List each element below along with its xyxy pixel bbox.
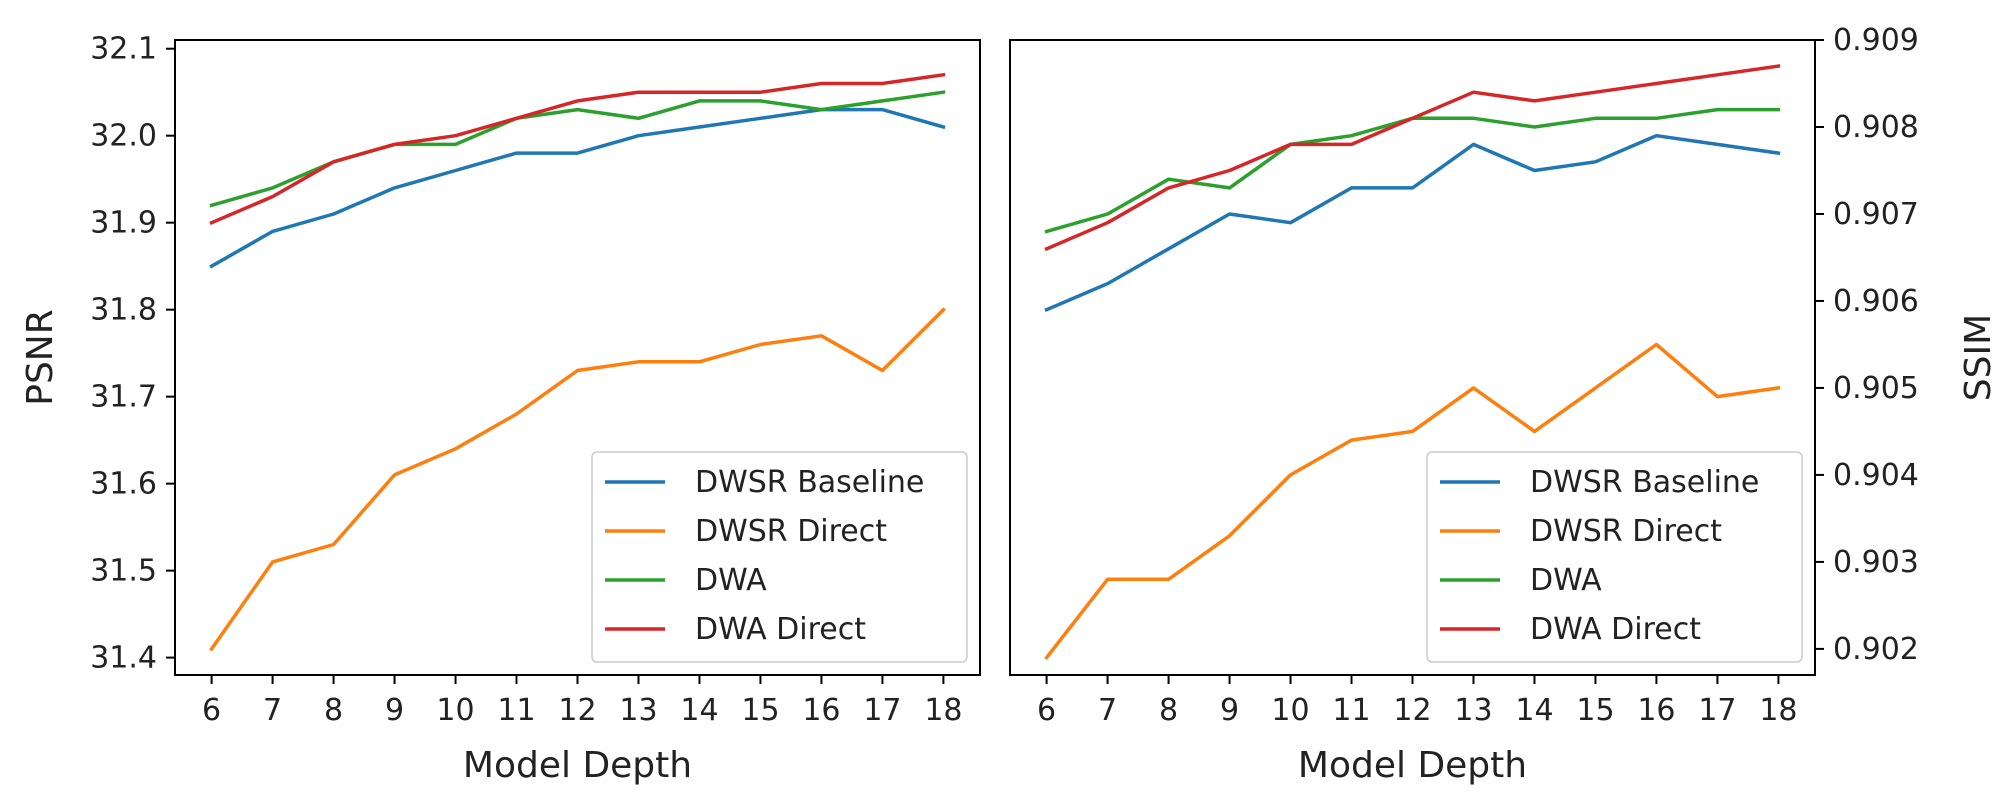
legend: DWSR Baseline DWSR Direct DWA DWA Direct <box>591 451 968 663</box>
y-tick-label: 31.9 <box>90 206 157 241</box>
series-line-dwsr-baseline <box>1044 133 1781 312</box>
x-tick-label: 7 <box>263 693 282 728</box>
y-tick-label: 0.907 <box>1833 197 1919 232</box>
x-tick-label: 16 <box>802 693 840 728</box>
ssim-panel: 6 7 8 9 10 11 12 13 14 15 16 17 18 0.902 0.903 0.904 0.9… <box>1009 23 1999 786</box>
y-tick-label: 31.4 <box>90 641 157 676</box>
x-tick-label: 16 <box>1637 693 1675 728</box>
x-tick-label: 12 <box>558 693 596 728</box>
legend-label: DWA Direct <box>695 612 866 647</box>
y-tick-label: 0.906 <box>1833 284 1919 319</box>
x-tick-label: 6 <box>1037 693 1056 728</box>
x-axis-label: Model Depth <box>463 745 692 786</box>
x-tick-label: 15 <box>741 693 779 728</box>
series-line-dwa <box>209 90 946 208</box>
x-tick-label: 6 <box>202 693 221 728</box>
legend-label: DWA <box>1530 563 1602 598</box>
legend: DWSR Baseline DWSR Direct DWA DWA Direct <box>1426 451 1803 663</box>
y-tick-label: 32.1 <box>90 32 157 67</box>
x-tick-label: 14 <box>1515 693 1553 728</box>
x-tick-label: 18 <box>924 693 962 728</box>
legend-label: DWA Direct <box>1530 612 1701 647</box>
y-tick-label: 31.8 <box>90 293 157 328</box>
y-tick-label: 0.908 <box>1833 110 1919 145</box>
x-tick-label: 13 <box>619 693 657 728</box>
x-tick-label: 15 <box>1576 693 1614 728</box>
legend-label: DWSR Baseline <box>695 465 924 500</box>
legend-label: DWSR Direct <box>695 514 887 549</box>
legend-box <box>1426 451 1803 663</box>
y-tick-label: 0.904 <box>1833 458 1919 493</box>
y-tick-label: 31.7 <box>90 380 157 415</box>
x-tick-label: 8 <box>1159 693 1178 728</box>
series-line-dwsr-baseline <box>209 107 946 269</box>
x-tick-label: 18 <box>1759 693 1797 728</box>
series-line-dwa-direct <box>209 72 946 225</box>
x-tick-label: 9 <box>385 693 404 728</box>
x-tick-label: 8 <box>324 693 343 728</box>
x-axis-label: Model Depth <box>1298 745 1527 786</box>
x-tick-label: 9 <box>1220 693 1239 728</box>
legend-box <box>591 451 968 663</box>
x-tick-label: 11 <box>497 693 535 728</box>
x-tick-label: 17 <box>863 693 901 728</box>
y-tick-label: 0.902 <box>1833 632 1919 667</box>
y-axis-label: PSNR <box>20 309 61 406</box>
y-tick-label: 31.5 <box>90 554 157 589</box>
series-line-dwsr-direct <box>1044 342 1781 661</box>
legend-label: DWSR Direct <box>1530 514 1722 549</box>
legend-label: DWSR Baseline <box>1530 465 1759 500</box>
x-tick-label: 10 <box>1271 693 1309 728</box>
x-tick-label: 14 <box>680 693 718 728</box>
series-line-dwsr-direct <box>209 307 946 652</box>
x-tick-label: 17 <box>1698 693 1736 728</box>
y-tick-label: 31.6 <box>90 467 157 502</box>
series-line-dwa <box>1044 107 1781 234</box>
y-tick-label: 0.903 <box>1833 545 1919 580</box>
legend-label: DWA <box>695 563 767 598</box>
x-tick-label: 13 <box>1454 693 1492 728</box>
x-tick-label: 10 <box>436 693 474 728</box>
y-tick-label: 0.909 <box>1833 23 1919 58</box>
y-tick-label: 0.905 <box>1833 371 1919 406</box>
series-line-dwa-direct <box>1044 64 1781 252</box>
y-tick-label: 32.0 <box>90 119 157 154</box>
x-tick-label: 11 <box>1332 693 1370 728</box>
x-tick-label: 12 <box>1393 693 1431 728</box>
x-tick-label: 7 <box>1098 693 1117 728</box>
psnr-panel: 6 7 8 9 10 11 12 13 14 15 16 17 18 31.4 31.5 31.6 31.7 31… <box>20 32 981 786</box>
y-axis-label: SSIM <box>1958 314 1999 401</box>
